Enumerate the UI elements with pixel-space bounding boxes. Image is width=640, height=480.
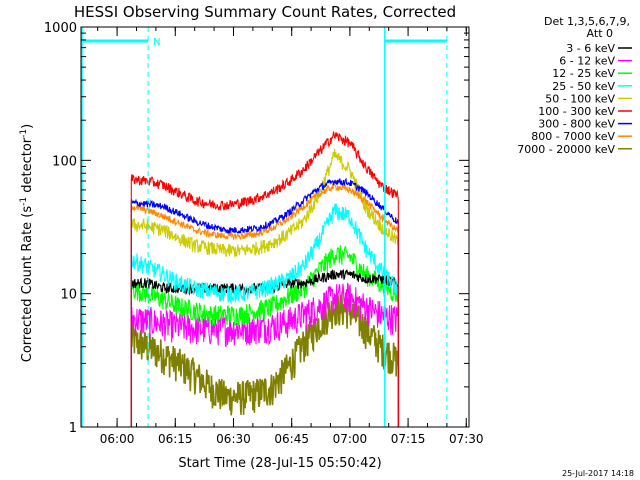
legend-entry-0: 3 - 6 keV: [566, 42, 632, 55]
x-tick-label: 07:00: [333, 432, 368, 446]
legend-entry-2: 12 - 25 keV: [552, 67, 632, 80]
generation-timestamp: 25-Jul-2017 14:18: [562, 469, 634, 478]
legend-label: 6 - 12 keV: [559, 55, 615, 68]
saa-night-overlay: N: [81, 27, 448, 427]
legend-label: 50 - 100 keV: [545, 92, 615, 105]
legend-entry-4: 50 - 100 keV: [545, 92, 632, 105]
y-tick-label: 1000: [44, 21, 77, 36]
legend-label: 7000 - 20000 keV: [517, 143, 615, 156]
series-line: [130, 131, 399, 428]
legend-label: 300 - 800 keV: [538, 118, 615, 131]
legend-label: 800 - 7000 keV: [531, 130, 615, 143]
x-tick-label: 07:30: [449, 432, 484, 446]
x-axis: 06:00 06:15 06:30 06:45 07:00 07:15 07:30: [97, 27, 484, 446]
series-trace-3: [130, 203, 399, 428]
series-trace-5: [130, 131, 399, 428]
y-axis: 1 10 100 1000: [44, 21, 469, 436]
y-tick-label: 100: [52, 154, 77, 169]
legend-label: 12 - 25 keV: [552, 67, 615, 80]
series-line: [130, 203, 399, 428]
legend-header-detectors: Det 1,3,5,6,7,9,: [544, 15, 630, 28]
x-tick-label: 06:00: [100, 432, 135, 446]
plot-frame: [80, 26, 470, 428]
x-tick-label: 06:45: [274, 432, 309, 446]
legend-entry-1: 6 - 12 keV: [559, 55, 632, 68]
series-line: [130, 148, 399, 428]
series-trace-7: [130, 181, 399, 428]
x-axis-label: Start Time (28-Jul-15 05:50:42): [178, 456, 381, 471]
chart-title: HESSI Observing Summary Count Rates, Cor…: [74, 3, 456, 21]
series-trace-1: [130, 282, 399, 428]
legend-label: 25 - 50 keV: [552, 80, 615, 93]
series-trace-6: [130, 177, 399, 428]
y-tick-label: 1: [69, 421, 77, 436]
night-label: N: [153, 37, 160, 48]
legend-entry-6: 300 - 800 keV: [538, 118, 632, 131]
y-tick-label: 10: [60, 288, 77, 303]
series-line: [130, 177, 399, 428]
x-tick-label: 06:30: [216, 432, 251, 446]
series-line: [130, 245, 399, 428]
legend-entry-7: 800 - 7000 keV: [531, 130, 632, 143]
legend-label: 100 - 300 keV: [538, 105, 615, 118]
legend-entry-8: 7000 - 20000 keV: [517, 143, 632, 156]
series-line: [130, 282, 399, 428]
x-tick-label: 07:15: [391, 432, 426, 446]
x-tick-label: 06:15: [158, 432, 193, 446]
series-trace-2: [130, 245, 399, 428]
legend-header-attenuator: Att 0: [587, 27, 613, 40]
y-axis-label: Corrected Count Rate (s-1 detector-1): [19, 124, 35, 362]
series-traces: [130, 131, 400, 428]
legend-entry-3: 25 - 50 keV: [552, 80, 632, 93]
series-trace-4: [130, 148, 399, 428]
legend-entry-5: 100 - 300 keV: [538, 105, 632, 118]
legend-label: 3 - 6 keV: [566, 42, 615, 55]
series-line: [130, 181, 399, 428]
